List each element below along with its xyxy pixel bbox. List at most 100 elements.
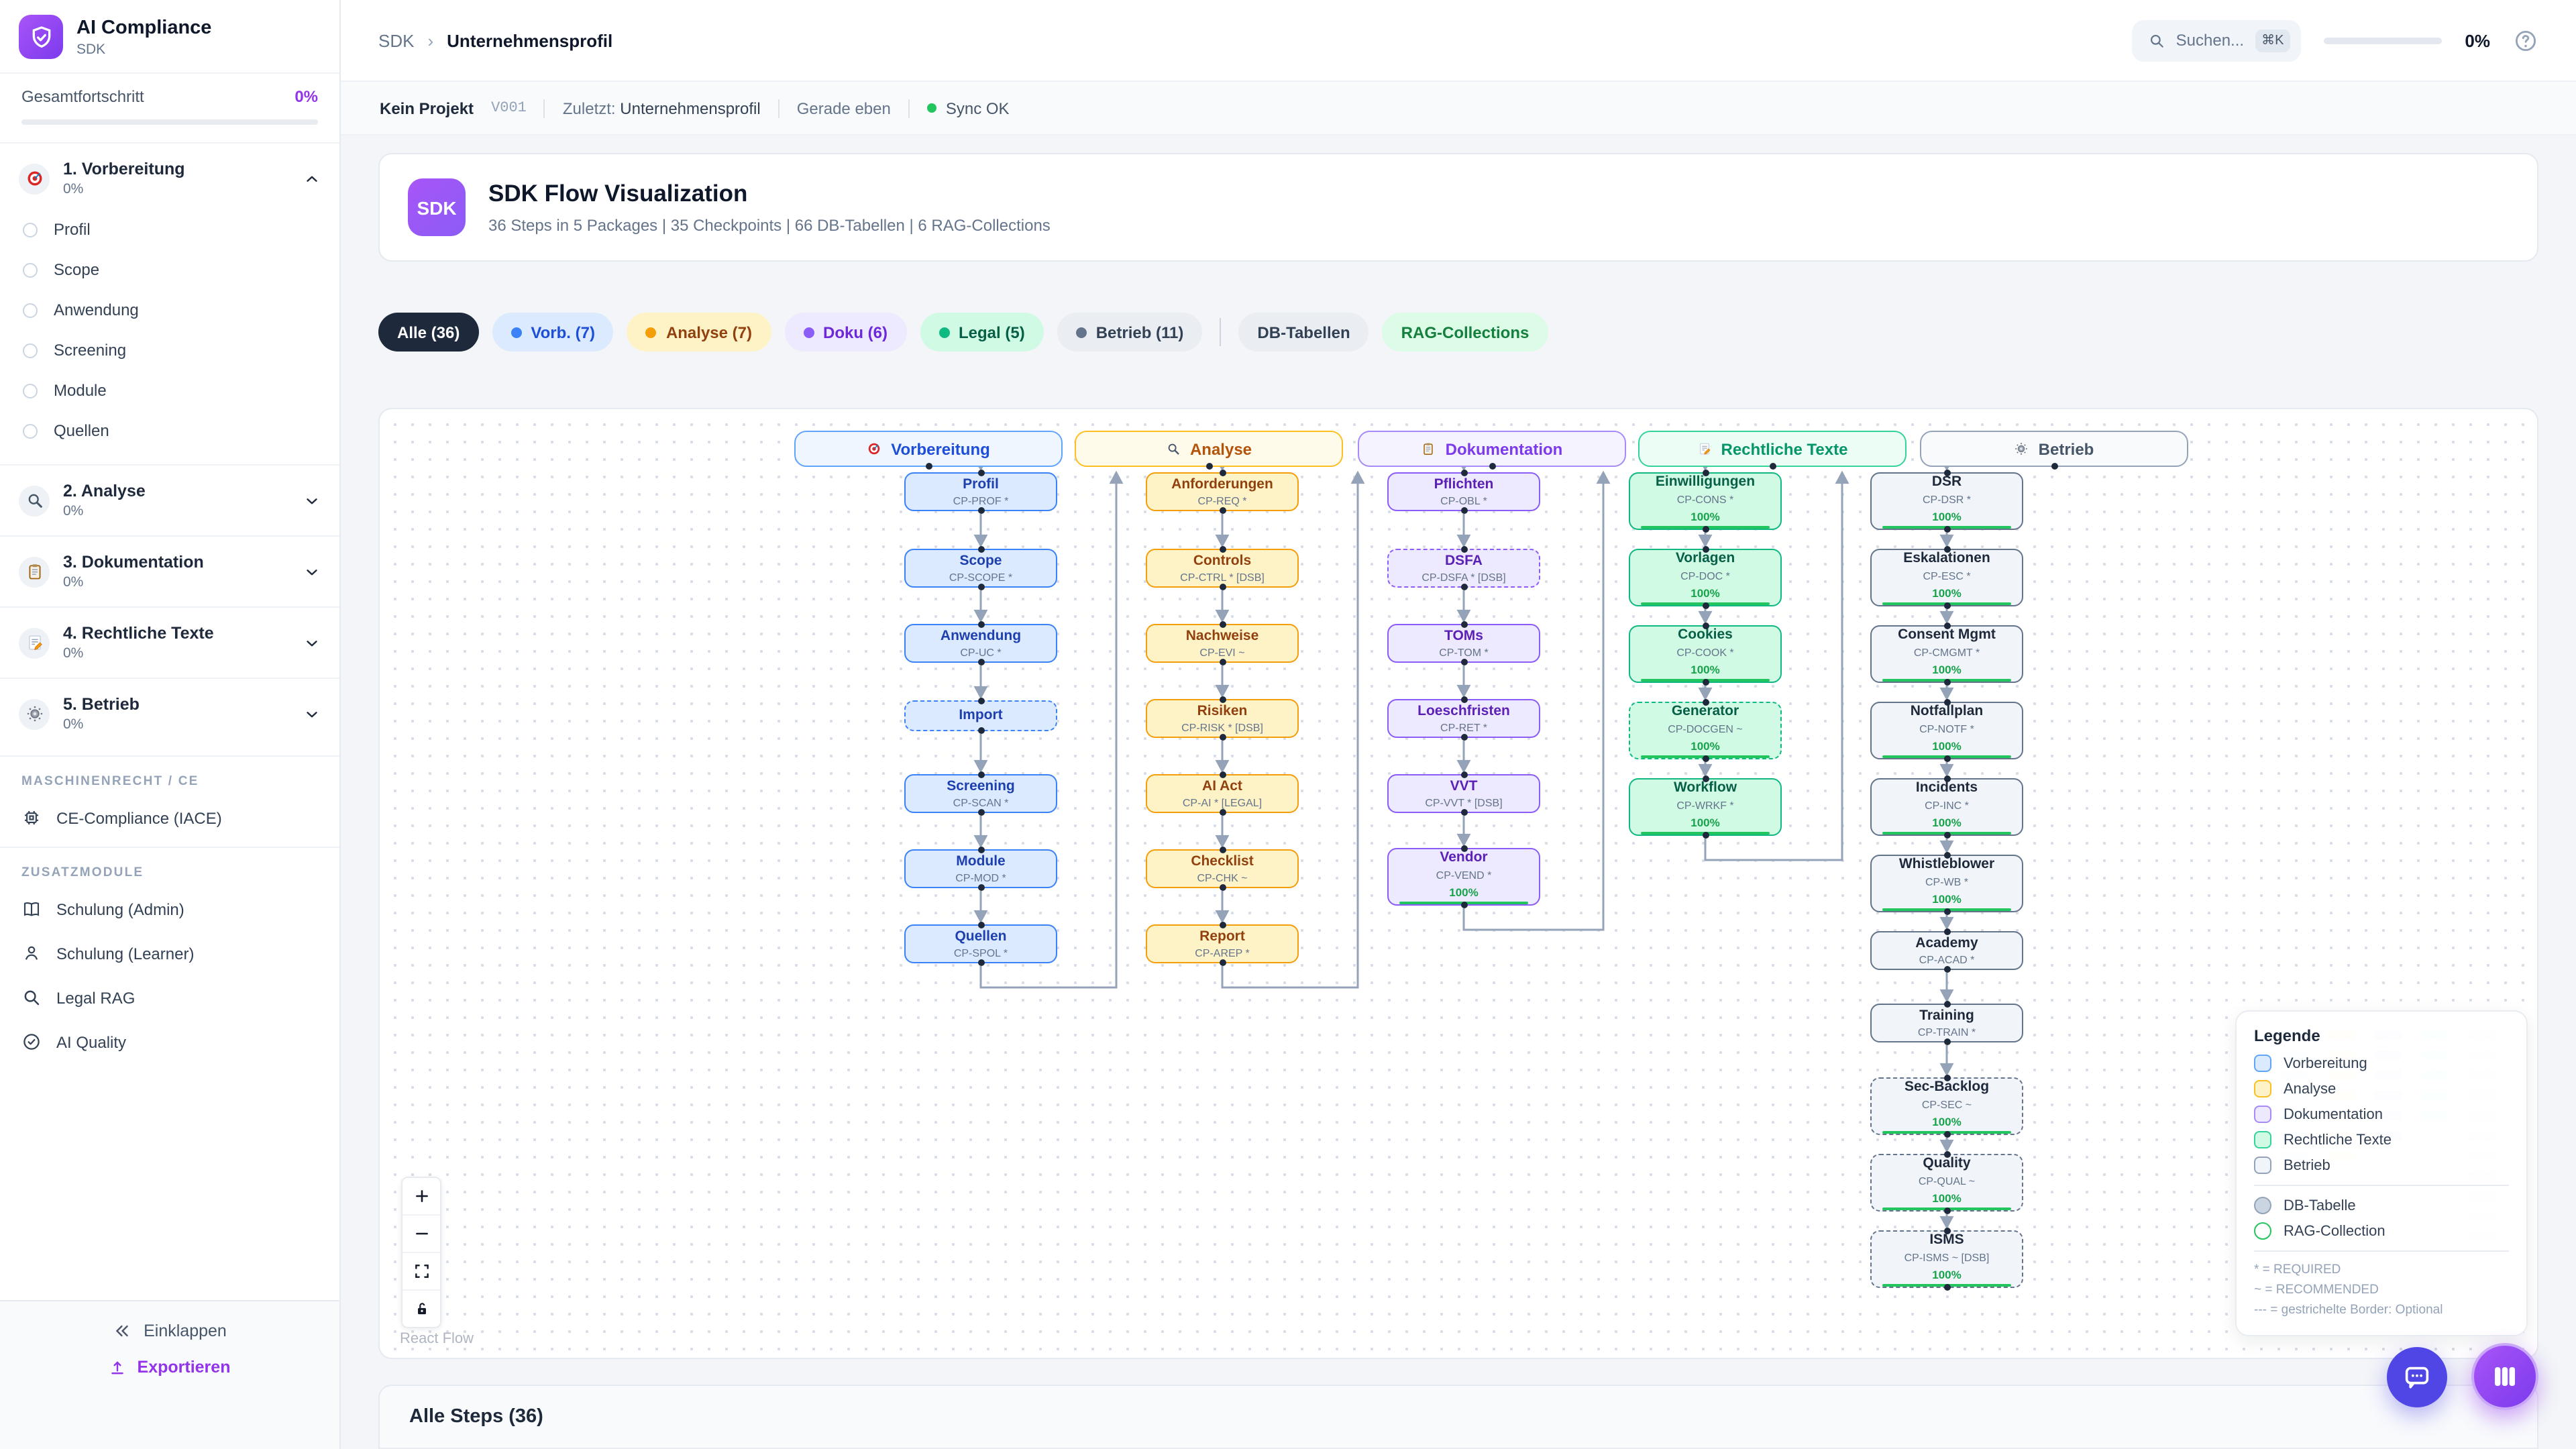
node-handle xyxy=(1943,602,1950,609)
sidebar-step-item[interactable]: Profil xyxy=(0,209,339,250)
flow-node[interactable]: Loeschfristen CP-RET * xyxy=(1387,696,1540,741)
node-handle xyxy=(1219,621,1226,628)
flow-group-header[interactable]: Rechtliche Texte xyxy=(1638,431,1907,470)
flow-node[interactable]: Anforderungen CP-REQ * xyxy=(1146,470,1299,514)
node-handle xyxy=(1943,1038,1950,1045)
magnifier-icon xyxy=(1166,441,1181,456)
sidebar-item-schulung-learner-[interactable]: Schulung (Learner) xyxy=(0,931,339,975)
filter-chip[interactable]: Alle (36) xyxy=(378,313,479,352)
chip-dot-icon xyxy=(803,327,814,337)
sidebar-step-item[interactable]: Screening xyxy=(0,330,339,370)
help-icon[interactable] xyxy=(2513,28,2538,53)
flow-node[interactable]: DSFA CP-DSFA * [DSB] xyxy=(1387,546,1540,590)
sidebar-step-item[interactable]: Anwendung xyxy=(0,290,339,330)
filter-chip[interactable]: RAG-Collections xyxy=(1382,313,1548,352)
sidebar-step-item[interactable]: Quellen xyxy=(0,411,339,451)
filter-chip[interactable]: Legal (5) xyxy=(920,313,1044,352)
node-handle xyxy=(1702,470,1709,476)
export-button[interactable]: Exportieren xyxy=(109,1358,230,1377)
chat-fab[interactable] xyxy=(2387,1347,2447,1407)
flow-node[interactable]: Nachweise CP-EVI ~ xyxy=(1146,621,1299,665)
flow-node[interactable]: Pflichten CP-OBL * xyxy=(1387,470,1540,514)
search-input[interactable]: Suchen... ⌘K xyxy=(2131,19,2302,61)
breadcrumb-root[interactable]: SDK xyxy=(378,30,415,50)
node-handle xyxy=(1219,470,1226,476)
sidebar-item-ce-compliance[interactable]: CE-Compliance (IACE) xyxy=(0,796,339,840)
legend-item: Rechtliche Texte xyxy=(2254,1131,2509,1148)
flow-node[interactable]: Cookies CP-COOK * 100% xyxy=(1629,623,1782,686)
filter-chip[interactable]: Vorb. (7) xyxy=(492,313,614,352)
filter-chip[interactable]: Analyse (7) xyxy=(627,313,771,352)
sidebar-section-toggle[interactable]: 1. Vorbereitung 0% xyxy=(0,149,339,208)
flow-node[interactable]: Anwendung CP-UC * xyxy=(904,621,1057,665)
node-handle xyxy=(1489,463,1495,470)
sidebar-step-item[interactable]: Scope xyxy=(0,250,339,290)
flow-node[interactable]: Controls CP-CTRL * [DSB] xyxy=(1146,546,1299,590)
flow-node[interactable]: Notfallplan CP-NOTF * 100% xyxy=(1870,699,2023,762)
flow-node[interactable]: Report CP-AREP * xyxy=(1146,922,1299,966)
flow-node[interactable]: Module CP-MOD * xyxy=(904,847,1057,891)
filter-chip[interactable]: DB-Tabellen xyxy=(1238,313,1369,352)
chat-icon xyxy=(2402,1362,2432,1393)
flow-node[interactable]: Workflow CP-WRKF * 100% xyxy=(1629,775,1782,839)
sidebar-step-item[interactable]: Module xyxy=(0,370,339,411)
flow-group-header[interactable]: Vorbereitung xyxy=(794,431,1063,470)
sidebar-section-toggle[interactable]: 5. Betrieb 0% xyxy=(0,684,339,743)
flow-node[interactable]: Quellen CP-SPOL * xyxy=(904,922,1057,966)
sidebar-section-toggle[interactable]: 3. Dokumentation 0% xyxy=(0,542,339,601)
flow-node[interactable]: Scope CP-SCOPE * xyxy=(904,546,1057,590)
flow-node[interactable]: Incidents CP-INC * 100% xyxy=(1870,775,2023,839)
node-handle xyxy=(2051,463,2057,470)
sidebar-item-legal-rag[interactable]: Legal RAG xyxy=(0,975,339,1020)
kanban-fab[interactable] xyxy=(2471,1343,2538,1410)
flow-group-header[interactable]: Betrieb xyxy=(1920,431,2188,470)
node-handle xyxy=(1943,928,1950,935)
flow-node[interactable]: Eskalationen CP-ESC * 100% xyxy=(1870,546,2023,609)
timestamp: Gerade eben xyxy=(796,99,891,117)
flow-node[interactable]: DSR CP-DSR * 100% xyxy=(1870,470,2023,533)
flow-node[interactable]: Generator CP-DOCGEN ~100% xyxy=(1629,699,1782,762)
flow-node[interactable]: TOMs CP-TOM * xyxy=(1387,621,1540,665)
filter-chip[interactable]: Doku (6) xyxy=(784,313,906,352)
flow-node[interactable]: Risiken CP-RISK * [DSB] xyxy=(1146,696,1299,741)
sidebar-section-toggle[interactable]: 2. Analyse 0% xyxy=(0,471,339,530)
sidebar-item-schulung-admin-[interactable]: Schulung (Admin) xyxy=(0,887,339,931)
magnifier-icon xyxy=(19,485,50,516)
flow-node[interactable]: Sec-Backlog CP-SEC ~100% xyxy=(1870,1075,2023,1138)
react-flow-canvas[interactable]: Legende Vorbereitung Analyse Dokumentati… xyxy=(380,409,2537,1358)
flow-node[interactable]: Consent Mgmt CP-CMGMT * 100% xyxy=(1870,623,2023,686)
flow-node[interactable]: Vendor CP-VEND * 100% xyxy=(1387,845,1540,908)
flow-node[interactable]: Import xyxy=(904,698,1057,734)
sidebar-item-ai-quality[interactable]: AI Quality xyxy=(0,1020,339,1064)
book-icon xyxy=(21,899,42,919)
flow-node[interactable]: Vorlagen CP-DOC * 100% xyxy=(1629,546,1782,609)
flow-node[interactable]: Training CP-TRAIN * xyxy=(1870,1001,2023,1045)
collapse-sidebar-button[interactable]: Einklappen xyxy=(113,1322,227,1340)
flow-node[interactable]: Academy CP-ACAD * xyxy=(1870,928,2023,973)
node-handle xyxy=(1219,884,1226,891)
flow-card: Legende Vorbereitung Analyse Dokumentati… xyxy=(378,408,2538,1359)
sidebar-section-toggle[interactable]: 4. Rechtliche Texte 0% xyxy=(0,613,339,672)
flow-node[interactable]: AI Act CP-AI * [LEGAL] xyxy=(1146,771,1299,816)
fit-view-button[interactable] xyxy=(402,1253,440,1291)
flow-node[interactable]: Einwilligungen CP-CONS * 100% xyxy=(1629,470,1782,533)
flow-node[interactable]: Quality CP-QUAL ~100% xyxy=(1870,1151,2023,1214)
zoom-out-button[interactable] xyxy=(402,1216,440,1253)
last-label: Zuletzt: xyxy=(562,99,616,117)
flow-group-header[interactable]: Analyse xyxy=(1075,431,1343,470)
extra-section-label: ZUSATZMODULE xyxy=(0,847,339,887)
lock-button[interactable] xyxy=(402,1291,440,1327)
flow-node[interactable]: Profil CP-PROF * xyxy=(904,470,1057,514)
legend-note: * = REQUIRED xyxy=(2254,1263,2341,1277)
flow-node[interactable]: Whistleblower CP-WB * 100% xyxy=(1870,852,2023,915)
flow-group-header[interactable]: Dokumentation xyxy=(1358,431,1626,470)
step-status-circle-icon xyxy=(23,222,38,237)
flow-node[interactable]: Checklist CP-CHK ~ xyxy=(1146,847,1299,891)
filter-chip[interactable]: Betrieb (11) xyxy=(1057,313,1203,352)
node-handle xyxy=(1943,526,1950,533)
flow-node[interactable]: VVT CP-VVT * [DSB] xyxy=(1387,771,1540,816)
flow-node[interactable]: ISMS CP-ISMS ~ [DSB] 100% xyxy=(1870,1228,2023,1291)
react-flow-attribution[interactable]: React Flow xyxy=(400,1331,474,1347)
flow-node[interactable]: Screening CP-SCAN * xyxy=(904,771,1057,816)
zoom-in-button[interactable] xyxy=(402,1178,440,1216)
